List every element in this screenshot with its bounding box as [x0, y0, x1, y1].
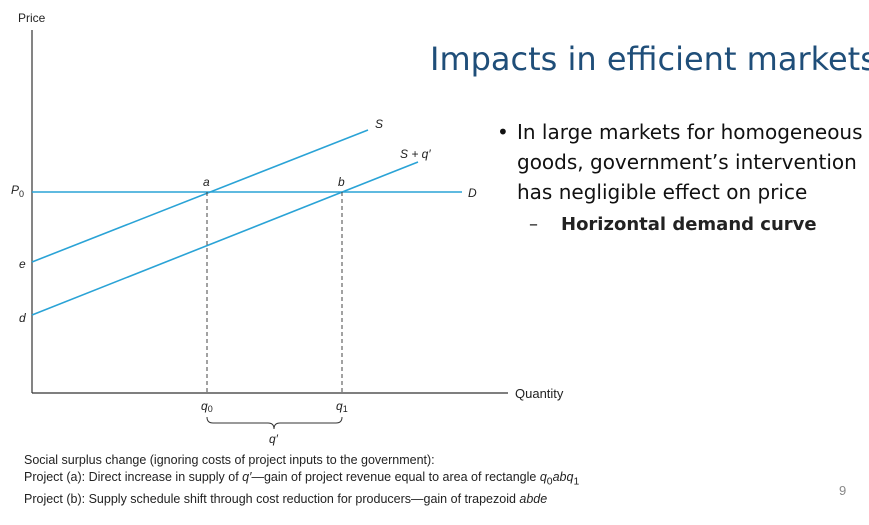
- caption: Social surplus change (ignoring costs of…: [24, 452, 579, 508]
- bullet-text: In large markets for homogeneous goods, …: [517, 120, 863, 204]
- intercept-e-label: e: [19, 257, 26, 271]
- demand-curve-label: D: [468, 186, 477, 200]
- q0-label: q0: [201, 399, 213, 414]
- q-prime-label: q′: [269, 432, 279, 446]
- page-number: 9: [839, 483, 847, 498]
- y-axis-label: Price: [18, 11, 46, 25]
- x-axis-label: Quantity: [515, 386, 564, 401]
- dash-icon: –: [529, 214, 538, 235]
- q1-label: q1: [336, 399, 348, 414]
- bullet-list: • In large markets for homogeneous goods…: [497, 117, 869, 237]
- sub-bullet-text: Horizontal demand curve: [561, 214, 817, 235]
- slide-title: Impacts in efficient markets I: [430, 40, 869, 78]
- point-a-label: a: [203, 175, 210, 189]
- shifted-supply-label: S + q′: [400, 147, 431, 161]
- caption-line-3: Project (b): Supply schedule shift throu…: [24, 491, 548, 506]
- supply-curve-label: S: [375, 117, 383, 131]
- bullet-dot-icon: •: [497, 120, 509, 144]
- shifted-supply-curve: [31, 161, 419, 316]
- sub-bullet-item: – Horizontal demand curve: [529, 213, 869, 237]
- bullet-item: • In large markets for homogeneous goods…: [497, 117, 869, 207]
- caption-line-2: Project (a): Direct increase in supply o…: [24, 470, 580, 488]
- supply-curve: [31, 129, 369, 263]
- intercept-d-label: d: [19, 311, 26, 325]
- q-prime-brace: [206, 416, 343, 430]
- caption-line-1: Social surplus change (ignoring costs of…: [24, 453, 435, 467]
- point-b-label: b: [338, 175, 345, 189]
- price-label: P0: [11, 183, 24, 199]
